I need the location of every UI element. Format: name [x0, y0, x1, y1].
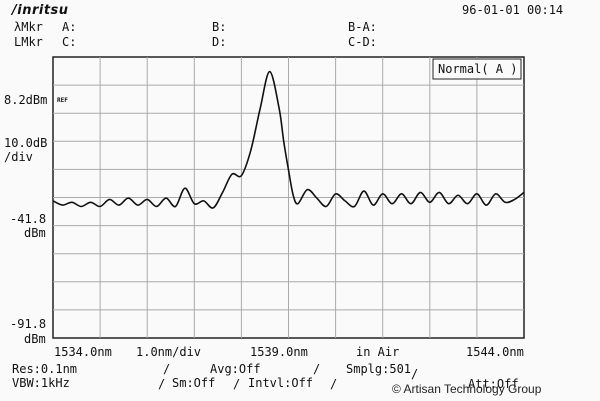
x-start: 1534.0nm: [54, 345, 112, 359]
marker-d-label: D:: [212, 35, 227, 49]
marker-b-label: B:: [212, 20, 227, 34]
marker-c-label: C:: [62, 35, 77, 49]
separator: /: [233, 377, 241, 391]
separator: /: [158, 377, 166, 391]
x-center: 1539.0nm: [250, 345, 308, 359]
sampling-setting: Smplg:501: [346, 362, 412, 376]
x-medium: in Air: [356, 345, 400, 359]
bottom-level-unit: dBm: [24, 332, 46, 346]
smoothing-setting: Sm:Off: [172, 376, 216, 390]
scale-unit: /div: [4, 150, 33, 164]
wavelength-marker-label: λMkr: [14, 20, 43, 34]
scale-value: 10.0dB: [4, 136, 48, 150]
display-mode: Normal( A ): [438, 62, 518, 76]
datetime: 96-01-01 00:14: [462, 3, 564, 17]
separator: /: [163, 362, 171, 376]
marker-c-minus-d-label: C-D:: [348, 35, 377, 49]
x-span-per-div: 1.0nm/div: [136, 345, 202, 359]
spectrum-trace: [52, 70, 525, 209]
ref-level: 8.2dBm: [4, 93, 48, 107]
marker-b-minus-a-label: B-A:: [348, 20, 377, 34]
bottom-level-value: -91.8: [10, 317, 47, 331]
mid-level-value: -41.8: [10, 212, 47, 226]
separator: /: [411, 367, 419, 381]
vbw-setting: VBW:1kHz: [12, 376, 70, 390]
display-mode-box: [432, 58, 522, 80]
x-stop: 1544.0nm: [466, 345, 524, 359]
average-setting: Avg:Off: [210, 362, 261, 376]
separator: /: [330, 377, 338, 391]
interval-setting: Intvl:Off: [248, 376, 314, 390]
ref-tag: REF: [57, 97, 68, 104]
level-marker-label: LMkr: [14, 35, 43, 49]
resolution-setting: Res:0.1nm: [12, 362, 78, 376]
separator: /: [313, 362, 321, 376]
watermark: © Artisan Technology Group: [392, 382, 542, 396]
mid-level-unit: dBm: [24, 226, 46, 240]
plot-grid: [53, 57, 524, 338]
attenuator-setting: Att:Off: [468, 377, 519, 391]
brand-logo: /inritsu: [12, 3, 69, 18]
marker-a-label: A:: [62, 20, 77, 34]
